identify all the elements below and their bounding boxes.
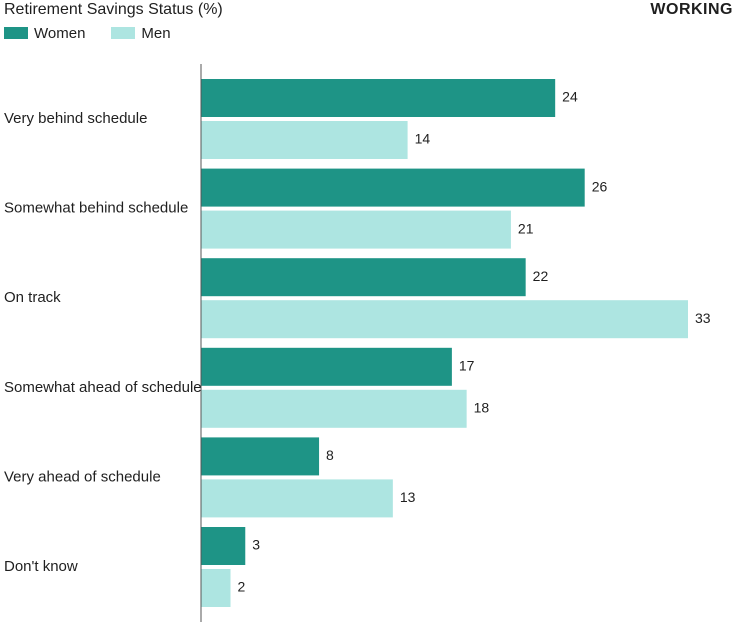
value-label-men-on-track: 33: [695, 310, 711, 326]
legend-label-women: Women: [34, 24, 86, 42]
value-label-women-on-track: 22: [533, 268, 549, 284]
value-label-men-don-t-know: 2: [238, 579, 246, 595]
category-label-very-ahead-of-schedule: Very ahead of schedule: [4, 468, 161, 485]
section-tag: WORKING: [650, 1, 733, 18]
legend-label-men: Men: [141, 24, 171, 42]
category-label-somewhat-behind-schedule: Somewhat behind schedule: [4, 200, 188, 217]
category-label-somewhat-ahead-of-schedule: Somewhat ahead of schedule: [4, 379, 202, 396]
bar-men-very-ahead-of-schedule: [201, 479, 393, 518]
bar-men-don-t-know: [201, 569, 231, 607]
bar-women-don-t-know: [201, 527, 246, 565]
value-label-women-very-ahead-of-schedule: 8: [326, 447, 334, 463]
legend: Women Men: [4, 24, 197, 42]
value-label-men-somewhat-ahead-of-schedule: 18: [474, 400, 490, 416]
bar-men-very-behind-schedule: [201, 121, 408, 159]
value-label-women-somewhat-behind-schedule: 26: [592, 178, 608, 194]
value-label-men-very-behind-schedule: 14: [415, 131, 431, 147]
legend-swatch-men: [111, 27, 136, 39]
category-label-don-t-know: Don't know: [4, 558, 78, 575]
bar-women-somewhat-behind-schedule: [201, 168, 585, 207]
legend-item-men: Men: [111, 24, 171, 42]
category-label-on-track: On track: [4, 289, 61, 306]
value-label-men-somewhat-behind-schedule: 21: [518, 220, 534, 236]
value-label-women-somewhat-ahead-of-schedule: 17: [459, 358, 475, 374]
chart-title: Retirement Savings Status (%): [4, 1, 223, 18]
bar-women-very-ahead-of-schedule: [201, 437, 320, 476]
value-label-women-don-t-know: 3: [252, 537, 260, 553]
value-label-women-very-behind-schedule: 24: [562, 89, 578, 105]
bar-women-on-track: [201, 258, 526, 297]
bar-men-somewhat-behind-schedule: [201, 210, 511, 249]
value-label-men-very-ahead-of-schedule: 13: [400, 489, 416, 505]
legend-swatch-women: [4, 27, 28, 39]
bar-men-somewhat-ahead-of-schedule: [201, 389, 467, 428]
legend-item-women: Women: [4, 25, 85, 42]
category-label-very-behind-schedule: Very behind schedule: [4, 110, 147, 127]
bar-women-very-behind-schedule: [201, 79, 556, 117]
bar-men-on-track: [201, 300, 688, 339]
bar-women-somewhat-ahead-of-schedule: [201, 347, 452, 386]
